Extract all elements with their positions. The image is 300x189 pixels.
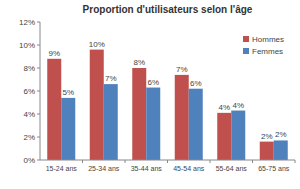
tick-label: 6% <box>23 87 35 96</box>
data-label: 6% <box>147 78 159 87</box>
legend: Hommes Femmes <box>243 35 284 56</box>
legend-swatch <box>243 36 249 42</box>
data-label: 2% <box>261 132 273 141</box>
bar <box>47 59 61 160</box>
bar <box>274 140 288 160</box>
bar <box>132 68 146 160</box>
tick-label: 10% <box>19 41 35 50</box>
category-label: 55-64 ans <box>216 165 248 172</box>
title: Proportion d'utilisateurs selon l'âge <box>83 4 253 15</box>
bar <box>104 84 118 160</box>
bar <box>175 75 189 160</box>
category-tick <box>167 160 168 163</box>
data-label: 6% <box>190 79 202 88</box>
data-label: 8% <box>133 58 145 67</box>
legend-swatch <box>243 48 249 54</box>
bar <box>231 111 245 160</box>
data-label: 5% <box>62 88 74 97</box>
tick-label: 12% <box>19 18 35 27</box>
data-label: 4% <box>218 103 230 112</box>
chart: Proportion d'utilisateurs selon l'âge 0% 2… <box>0 0 300 189</box>
data-label: 9% <box>48 49 60 58</box>
bar <box>260 142 274 160</box>
category-tick <box>252 160 253 163</box>
legend-label: Femmes <box>252 47 283 56</box>
y-axis <box>40 22 41 160</box>
data-label: 2% <box>275 130 287 139</box>
data-labels: 9%10%8%7%4%2%5%7%6%6%4%2% <box>48 40 286 141</box>
category-label: 45-54 ans <box>173 165 205 172</box>
tick-label: 8% <box>23 64 35 73</box>
bars <box>47 50 288 160</box>
legend-label: Hommes <box>252 35 284 44</box>
category-label: 15-24 ans <box>46 165 78 172</box>
category-label: 25-34 ans <box>88 165 120 172</box>
tick-label: 2% <box>23 133 35 142</box>
data-label: 7% <box>105 74 117 83</box>
category-label: 35-44 ans <box>131 165 163 172</box>
bar <box>90 50 104 160</box>
category-tick <box>125 160 126 163</box>
data-label: 4% <box>232 101 244 110</box>
bar <box>189 89 203 160</box>
category-tick <box>82 160 83 163</box>
data-label: 10% <box>89 40 105 49</box>
category-tick <box>210 160 211 163</box>
tick-label: 0% <box>23 156 35 165</box>
tick-label: 4% <box>23 110 35 119</box>
bar <box>146 88 160 160</box>
category-label: 65-75 ans <box>258 165 290 172</box>
data-label: 7% <box>176 65 188 74</box>
bar <box>217 113 231 160</box>
category-tick <box>295 160 296 163</box>
bar <box>61 98 75 160</box>
